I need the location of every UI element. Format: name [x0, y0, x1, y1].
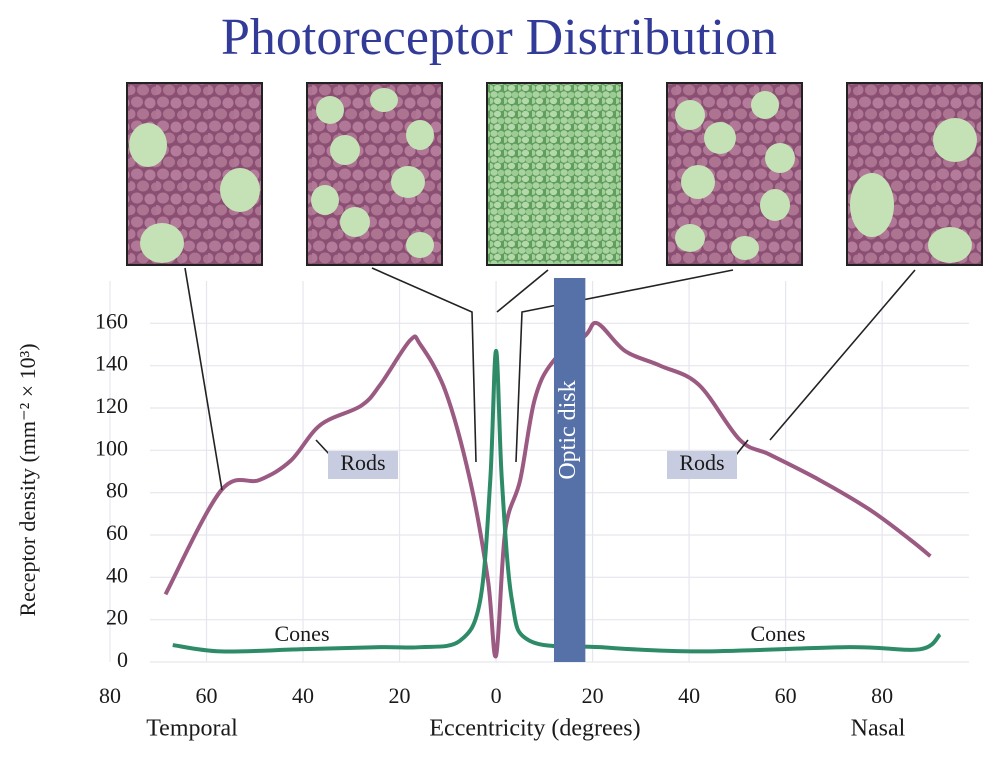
leader-line	[371, 267, 477, 463]
leader-line	[515, 269, 734, 463]
y-tick-label: 100	[95, 435, 128, 460]
series-label: Rods	[679, 450, 724, 475]
labels: Rods Rods Cones Cones	[275, 450, 806, 646]
tile-nasal-near	[666, 82, 803, 266]
y-tick-label: 140	[95, 351, 128, 376]
x-tick-label: 0	[491, 683, 502, 708]
x-tick-label: 20	[389, 683, 411, 708]
leader-line	[735, 439, 749, 456]
chart-title: Photoreceptor Distribution	[221, 9, 777, 66]
leader-line	[769, 269, 916, 441]
x-axis-label: Eccentricity (degrees)	[429, 716, 640, 742]
bands: Optic disk	[553, 278, 586, 662]
x-tick-label: 40	[678, 683, 700, 708]
x-tick-label: 20	[582, 683, 604, 708]
y-tick-label: 80	[106, 478, 128, 503]
x-tick-label: 80	[871, 683, 893, 708]
micrographs	[126, 82, 983, 266]
series-line	[172, 348, 942, 654]
y-tick-label: 40	[106, 562, 128, 587]
tile-nasal-far	[846, 82, 983, 266]
lines	[163, 320, 942, 659]
series-line	[163, 320, 932, 659]
series-label: Cones	[751, 621, 806, 646]
optic-disk-label: Optic disk	[555, 380, 581, 479]
label-box	[667, 451, 737, 479]
x-side-label: Nasal	[851, 716, 906, 742]
leader-line	[184, 267, 223, 491]
x-tick-label: 80	[99, 683, 121, 708]
label-box	[328, 451, 398, 479]
y-tick-label: 0	[117, 647, 128, 672]
y-tick-label: 20	[106, 605, 128, 630]
optic-disk-band	[553, 278, 586, 662]
tile-temporal-near	[306, 82, 443, 266]
grid	[109, 281, 969, 663]
tile-temporal-far	[126, 82, 263, 266]
y-tick-label: 120	[95, 393, 128, 418]
y-axis-label: Receptor density (mm⁻² × 10³)	[15, 343, 40, 616]
series-label: Rods	[340, 450, 385, 475]
tile-fovea	[486, 82, 623, 266]
leader-line	[315, 439, 331, 456]
y-tick-label: 160	[95, 308, 128, 333]
leader-lines	[184, 267, 916, 491]
x-tick-label: 40	[292, 683, 314, 708]
y-tick-label: 60	[106, 520, 128, 545]
leader-line	[496, 269, 549, 313]
x-tick-label: 60	[775, 683, 797, 708]
x-side-label: Temporal	[146, 716, 238, 742]
series-label: Cones	[275, 621, 330, 646]
x-tick-label: 60	[196, 683, 218, 708]
